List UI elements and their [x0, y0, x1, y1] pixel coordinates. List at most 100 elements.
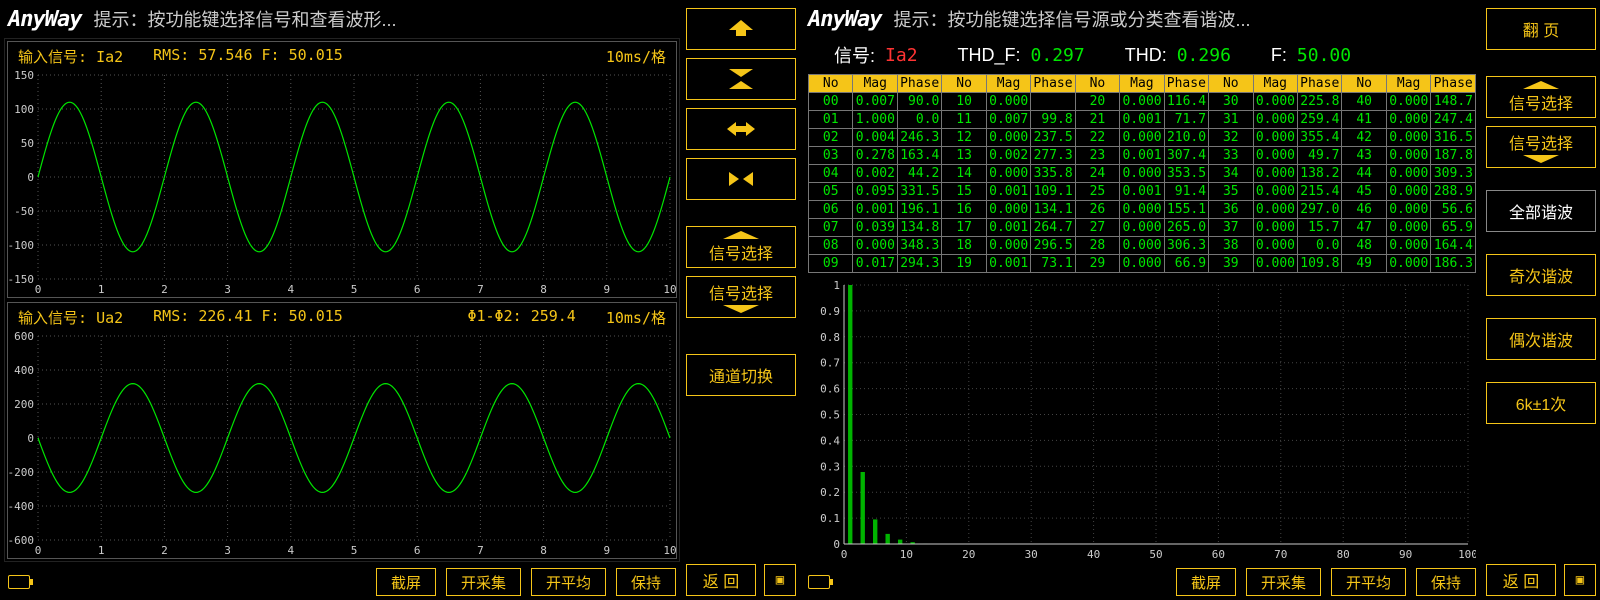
- svg-text:5: 5: [351, 544, 358, 557]
- return-button[interactable]: 返 回: [1486, 564, 1556, 596]
- svg-text:0.1: 0.1: [820, 512, 840, 525]
- harmonics-main: AnyWay 提示：按功能键选择信号源或分类查看谐波... 信号: Ia2 TH…: [804, 4, 1480, 596]
- diamond-down-icon: [721, 304, 761, 314]
- svg-text:2: 2: [161, 544, 168, 557]
- svg-text:200: 200: [14, 398, 34, 411]
- odd-harmonics-button[interactable]: 奇次谐波: [1486, 254, 1596, 296]
- svg-text:2: 2: [161, 283, 168, 296]
- battery-icon: [808, 575, 830, 589]
- signal-select-2-label: 信号选择: [709, 280, 773, 304]
- svg-text:0: 0: [27, 432, 34, 445]
- svg-text:0: 0: [833, 538, 840, 551]
- even-harmonics-button[interactable]: 偶次谐波: [1486, 318, 1596, 360]
- svg-text:6: 6: [414, 283, 421, 296]
- svg-text:3: 3: [224, 283, 231, 296]
- signal-select-2-button[interactable]: 信号选择: [1486, 126, 1596, 168]
- svg-text:0.8: 0.8: [820, 331, 840, 344]
- svg-text:3: 3: [224, 544, 231, 557]
- return-button[interactable]: 返 回: [686, 564, 756, 596]
- svg-text:5: 5: [351, 283, 358, 296]
- band-harmonics-button[interactable]: 6k±1次: [1486, 382, 1596, 424]
- logo: AnyWay: [8, 7, 81, 32]
- page-button[interactable]: 翻 页: [1486, 8, 1596, 50]
- signal-select-1-label: 信号选择: [709, 240, 773, 264]
- svg-text:-200: -200: [8, 466, 34, 479]
- svg-text:-600: -600: [8, 534, 34, 547]
- screenshot-button[interactable]: 截屏: [376, 568, 436, 596]
- svg-text:100: 100: [1458, 548, 1476, 561]
- svg-text:-50: -50: [14, 205, 34, 218]
- svg-text:7: 7: [477, 544, 484, 557]
- svg-text:9: 9: [603, 283, 610, 296]
- svg-text:-100: -100: [8, 239, 34, 252]
- svg-text:1: 1: [98, 283, 105, 296]
- diamond-down-icon: [1521, 154, 1561, 164]
- right-header: AnyWay 提示：按功能键选择信号源或分类查看谐波...: [804, 4, 1480, 38]
- svg-text:0.5: 0.5: [820, 409, 840, 422]
- harmonics-summary: 信号: Ia2 THD_F: 0.297 THD: 0.296 F: 50.00: [804, 38, 1480, 74]
- battery-icon: [8, 575, 30, 589]
- zoom-y-button[interactable]: [686, 58, 796, 100]
- svg-text:70: 70: [1274, 548, 1287, 561]
- signal-select-1-button[interactable]: 信号选择: [1486, 76, 1596, 118]
- svg-text:20: 20: [962, 548, 975, 561]
- expand-x-button[interactable]: [686, 108, 796, 150]
- left-side-buttons: 信号选择 信号选择 通道切换 返 回 ▣: [686, 4, 796, 596]
- harmonics-table: NoMagPhaseNoMagPhaseNoMagPhaseNoMagPhase…: [808, 74, 1476, 273]
- arrow-up-icon: [727, 18, 755, 40]
- scope-1-info: 输入信号: Ia2 RMS: 57.546 F: 50.015 10ms/格: [8, 42, 676, 71]
- svg-text:10: 10: [663, 283, 676, 296]
- all-harmonics-button[interactable]: 全部谐波: [1486, 190, 1596, 232]
- svg-text:0: 0: [841, 548, 848, 561]
- diamond-up-icon: [721, 230, 761, 240]
- svg-text:6: 6: [414, 544, 421, 557]
- scope-1: 输入信号: Ia2 RMS: 57.546 F: 50.015 10ms/格 0…: [7, 41, 677, 298]
- svg-text:0.9: 0.9: [820, 305, 840, 318]
- scope-area: 输入信号: Ia2 RMS: 57.546 F: 50.015 10ms/格 0…: [4, 38, 680, 562]
- svg-text:8: 8: [540, 283, 547, 296]
- waveform-panel: AnyWay 提示：按功能键选择信号和查看波形... 输入信号: Ia2 RMS…: [4, 4, 796, 596]
- svg-text:50: 50: [1149, 548, 1162, 561]
- home-icon-button[interactable]: ▣: [764, 564, 796, 596]
- screenshot-button[interactable]: 截屏: [1176, 568, 1236, 596]
- svg-text:90: 90: [1399, 548, 1412, 561]
- summary-signal: Ia2: [885, 45, 918, 66]
- arrows-horizontal-in-icon: [726, 170, 756, 188]
- home-icon-button[interactable]: ▣: [1564, 564, 1596, 596]
- svg-text:600: 600: [14, 332, 34, 343]
- scope-2: 输入信号: Ua2 RMS: 226.41 F: 50.015 Φ1-Φ2: 2…: [7, 302, 677, 559]
- svg-text:-400: -400: [8, 500, 34, 513]
- svg-text:40: 40: [1087, 548, 1100, 561]
- scroll-up-button[interactable]: [686, 8, 796, 50]
- diamond-up-icon: [1521, 80, 1561, 90]
- left-header: AnyWay 提示：按功能键选择信号和查看波形...: [4, 4, 680, 38]
- channel-switch-button[interactable]: 通道切换: [686, 354, 796, 396]
- right-side-buttons: 翻 页 信号选择 信号选择 全部谐波 奇次谐波 偶次谐波 6k±1次 返 回 ▣: [1486, 4, 1596, 596]
- hold-button[interactable]: 保持: [616, 568, 676, 596]
- signal-select-1-button[interactable]: 信号选择: [686, 226, 796, 268]
- start-acquire-button[interactable]: 开采集: [446, 568, 521, 596]
- start-acquire-button[interactable]: 开采集: [1246, 568, 1321, 596]
- signal-select-2-button[interactable]: 信号选择: [686, 276, 796, 318]
- right-bottom-bar: 截屏 开采集 开平均 保持: [804, 562, 1480, 596]
- arrows-vertical-in-icon: [727, 68, 755, 90]
- left-hint: 提示：按功能键选择信号和查看波形...: [93, 6, 396, 32]
- hold-button[interactable]: 保持: [1416, 568, 1476, 596]
- svg-text:0.7: 0.7: [820, 357, 840, 370]
- start-average-button[interactable]: 开平均: [531, 568, 606, 596]
- svg-text:0: 0: [35, 544, 42, 557]
- svg-text:0.2: 0.2: [820, 486, 840, 499]
- svg-text:30: 30: [1025, 548, 1038, 561]
- shrink-x-button[interactable]: [686, 158, 796, 200]
- logo: AnyWay: [808, 7, 881, 32]
- svg-text:9: 9: [603, 544, 610, 557]
- svg-text:8: 8: [540, 544, 547, 557]
- svg-text:-150: -150: [8, 273, 34, 286]
- scope-1-chart: 012345678910-150-100-50050100150: [8, 71, 676, 297]
- harmonics-panel: AnyWay 提示：按功能键选择信号源或分类查看谐波... 信号: Ia2 TH…: [804, 4, 1596, 596]
- waveform-main: AnyWay 提示：按功能键选择信号和查看波形... 输入信号: Ia2 RMS…: [4, 4, 680, 596]
- svg-text:0.6: 0.6: [820, 383, 840, 396]
- harmonics-barchart: 00.10.20.30.40.50.60.70.80.9101020304050…: [808, 279, 1476, 562]
- svg-text:100: 100: [14, 103, 34, 116]
- start-average-button[interactable]: 开平均: [1331, 568, 1406, 596]
